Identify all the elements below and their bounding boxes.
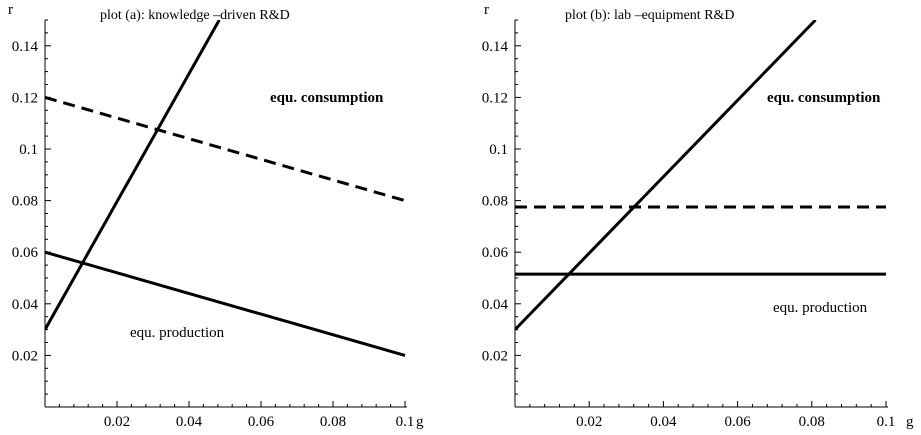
y-tick-label: 0.08 bbox=[482, 194, 508, 210]
x-tick-label: 0.06 bbox=[248, 414, 275, 430]
x-axis-label: g bbox=[416, 414, 424, 430]
series-line-3 bbox=[45, 250, 406, 357]
y-tick-label: 0.12 bbox=[12, 90, 38, 106]
annotation-production: equ. production bbox=[130, 325, 225, 341]
y-tick-label: 0.02 bbox=[482, 348, 508, 364]
x-tick-label: 0.04 bbox=[650, 414, 677, 430]
y-tick-label: 0.06 bbox=[482, 245, 509, 261]
x-axis-label: g bbox=[906, 414, 914, 430]
y-tick-label: 0.14 bbox=[482, 39, 509, 55]
series-line-1 bbox=[45, 20, 221, 331]
x-tick-label: 0.04 bbox=[176, 414, 203, 430]
x-tick-label: 0.08 bbox=[799, 414, 825, 430]
plot-title: plot (a): knowledge –driven R&D bbox=[100, 8, 290, 23]
series-line-1 bbox=[515, 20, 817, 331]
panel-b: 0.02 0.04 0.06 0.08 0.1 0.12 0.14 0.02 0.04 0.06 0… bbox=[482, 2, 914, 430]
x-tick-label: 0.08 bbox=[320, 414, 346, 430]
y-tick-label: 0.02 bbox=[12, 348, 38, 364]
annotation-consumption: equ. consumption bbox=[270, 90, 384, 106]
x-tick-label: 0.1 bbox=[396, 414, 415, 430]
y-tick-label: 0.14 bbox=[12, 39, 39, 55]
y-tick-label: 0.1 bbox=[19, 142, 38, 158]
plot-title: plot (b): lab –equipment R&D bbox=[565, 8, 735, 23]
y-axis-label: r bbox=[484, 2, 489, 18]
annotation-consumption: equ. consumption bbox=[767, 90, 881, 106]
y-tick-label: 0.12 bbox=[482, 90, 508, 106]
y-tick-label: 0.1 bbox=[489, 142, 508, 158]
y-tick-label: 0.06 bbox=[12, 245, 39, 261]
x-tick-label: 0.1 bbox=[877, 414, 896, 430]
x-tick-label: 0.02 bbox=[576, 414, 602, 430]
y-axis-label: r bbox=[8, 2, 13, 18]
x-tick-label: 0.06 bbox=[724, 414, 751, 430]
panel-a: 0.02 0.04 0.06 0.08 0.1 0.12 0.14 0.02 0.04 0.06 0… bbox=[8, 2, 424, 430]
y-tick-label: 0.08 bbox=[12, 194, 38, 210]
series-line-2-dashed bbox=[45, 95, 406, 203]
y-tick-label: 0.04 bbox=[482, 297, 509, 313]
x-tick-label: 0.02 bbox=[104, 414, 130, 430]
y-tick-label: 0.04 bbox=[12, 297, 39, 313]
annotation-production: equ. production bbox=[773, 300, 868, 316]
